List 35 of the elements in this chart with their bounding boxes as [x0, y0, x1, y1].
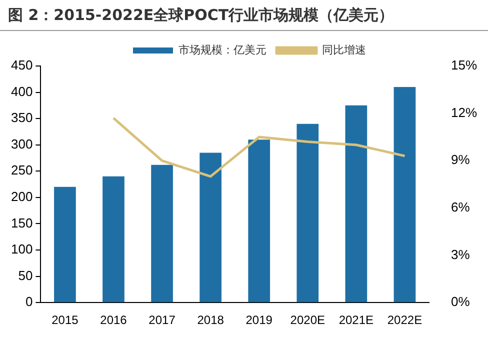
- bar: [394, 87, 416, 302]
- bar: [296, 124, 319, 302]
- chart-title: 图 2：2015-2022E全球POCT行业市场规模（亿美元）: [0, 0, 488, 31]
- y-tick-label: 250: [10, 162, 33, 178]
- y-tick-label: 300: [10, 136, 33, 152]
- x-tick-label: 2016: [100, 313, 128, 328]
- bar: [345, 105, 368, 302]
- y2-tick-label: 9%: [450, 152, 470, 168]
- y-tick-label: 100: [10, 242, 33, 257]
- x-tick-label: 2015: [52, 313, 79, 328]
- x-tick-label: 2020E: [290, 313, 325, 328]
- y2-tick-label: 0%: [450, 294, 470, 310]
- y2-tick-label: 15%: [450, 58, 478, 73]
- y-tick-label: 0: [25, 294, 33, 310]
- y-tick-label: 350: [10, 110, 33, 126]
- y-tick-label: 400: [10, 84, 33, 99]
- legend-label: 市场规模：亿美元: [178, 43, 266, 56]
- bar: [54, 186, 76, 302]
- bar: [200, 152, 222, 302]
- x-tick-label: 2018: [197, 313, 224, 328]
- legend-label: 同比增速: [322, 43, 366, 56]
- y-tick-label: 150: [10, 215, 33, 230]
- x-tick-label: 2017: [148, 313, 176, 328]
- x-tick-label: 2021E: [338, 313, 374, 328]
- y2-tick-label: 12%: [450, 104, 478, 120]
- bar: [102, 176, 124, 302]
- bar: [248, 140, 270, 302]
- y-tick-label: 50: [18, 268, 33, 283]
- x-tick-label: 2019: [246, 313, 273, 328]
- y2-tick-label: 3%: [450, 246, 470, 262]
- x-tick-label: 2022E: [387, 313, 422, 328]
- y-tick-label: 200: [10, 189, 33, 204]
- y-tick-label: 450: [10, 58, 33, 73]
- y2-tick-label: 6%: [450, 200, 470, 215]
- bar: [151, 164, 173, 302]
